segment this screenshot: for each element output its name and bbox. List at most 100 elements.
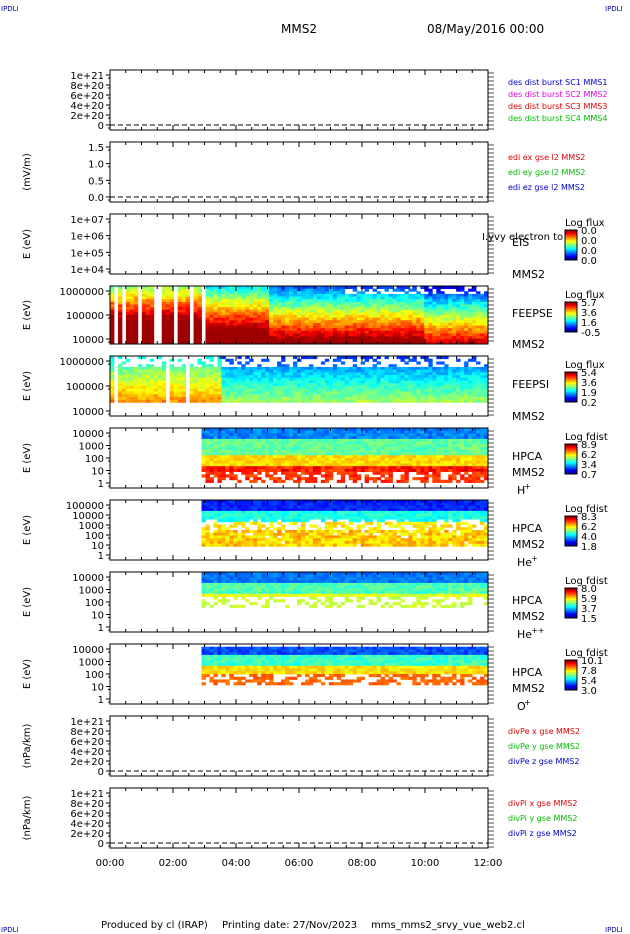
hpca-h-cell [245, 428, 250, 432]
feepsi-cell [348, 396, 354, 401]
feepse-cell [129, 312, 135, 316]
hpca-h-cell [396, 436, 401, 440]
hpca-h-cell [400, 444, 405, 448]
feepsi-cell [308, 369, 314, 373]
hpca-h-cell [241, 438, 246, 443]
hpca-he-cell [221, 543, 226, 547]
hpca-he-cell [261, 538, 266, 542]
feepse-cell [285, 307, 290, 311]
feepsi-cell [336, 386, 342, 390]
feepse-cell [480, 325, 485, 329]
hpca-h-cell [480, 438, 485, 443]
feepse-cell [257, 304, 262, 308]
hpca-he-cell [221, 535, 226, 539]
hpca-h-cell [257, 436, 262, 440]
hpca-h-cell [468, 441, 473, 445]
hpca-h-cell [360, 444, 366, 448]
feepse-cell [217, 307, 222, 311]
feepse-cell [448, 301, 453, 305]
feepsi-cell [368, 377, 374, 381]
hpca-h-cell [456, 444, 461, 448]
feepse-cell [452, 304, 457, 308]
feepse-cell [233, 330, 238, 334]
feepse-cell [436, 304, 441, 308]
hpca-he-cell [328, 521, 334, 525]
hpca-h-cell [368, 449, 374, 453]
feepse-cell [297, 296, 302, 300]
feepse-cell [444, 341, 449, 345]
feepse-cell [480, 293, 485, 297]
feepsi-cell [472, 396, 477, 401]
hpca-h-cell [448, 433, 453, 437]
hpca-h-cell [396, 438, 401, 443]
feepse-cell [221, 341, 226, 345]
feepsi-cell [464, 372, 469, 376]
hpca-h-cell [432, 447, 437, 451]
feepse-cell [177, 312, 183, 316]
hpca-h-cell [320, 438, 326, 443]
feepse-cell [428, 304, 433, 308]
feepsi-cell [169, 380, 175, 384]
feepsi-cell [472, 383, 477, 387]
feepse-cell [117, 304, 123, 308]
feepse-cell [336, 338, 342, 342]
feepse-cell [316, 312, 322, 316]
feepsi-cell [129, 391, 135, 395]
feepse-cell [420, 315, 425, 319]
feepsi-cell [149, 396, 155, 401]
feepsi-cell [289, 386, 294, 390]
feepsi-cell [360, 399, 366, 403]
feepsi-cell [225, 372, 230, 376]
hpca-h-cell [432, 438, 437, 443]
feepsi-cell [209, 358, 214, 362]
hpca-h-cell [300, 438, 306, 443]
hpca-he-cell [205, 513, 210, 517]
feepse-cell [480, 315, 485, 319]
feepsi-cell [117, 366, 123, 371]
hpca-he-cell [273, 505, 278, 509]
hpca-h-cell [289, 474, 294, 478]
feepse-cell [161, 325, 167, 329]
hpca-he-cell [261, 500, 266, 504]
hpca-he-cell [273, 538, 278, 542]
feepse-cell [233, 333, 238, 337]
feepsi-cell [460, 369, 465, 373]
feepsi-cell [472, 388, 477, 392]
hpca-h-cell [265, 460, 270, 464]
hpca-h-cell [448, 452, 453, 456]
hpca-h-cell [444, 447, 449, 451]
hpca-h-cell [261, 460, 266, 464]
feepse-cell [229, 288, 234, 292]
feepsi-cell [476, 377, 481, 381]
hpca-h-cell [484, 444, 489, 448]
hpca-h-cell [384, 471, 389, 475]
feepse-cell [293, 304, 298, 308]
feepse-cell [392, 304, 397, 308]
feepsi-cell [277, 369, 282, 373]
hpca-h-cell [396, 449, 401, 453]
hpca-h-cell [316, 438, 322, 443]
feepse-cell [404, 338, 409, 342]
feepse-cell [388, 322, 393, 326]
feepse-cell [408, 301, 413, 305]
feepse-cell [185, 291, 190, 295]
feepsi-cell [452, 388, 457, 392]
feepse-cell [460, 330, 465, 334]
hpca-h-cell [404, 430, 409, 434]
feepsi-cell [241, 369, 246, 373]
feepse-cell [328, 291, 334, 295]
feepsi-cell [213, 388, 218, 392]
hpca-h-cell [273, 466, 278, 470]
feepse-cell [448, 341, 453, 345]
feepsi-cell [213, 386, 218, 390]
hpca-h-cell [229, 444, 234, 448]
feepse-cell [293, 330, 298, 334]
feepse-cell [456, 301, 461, 305]
hpca-h-cell [356, 474, 362, 478]
feepse-cell [304, 307, 310, 311]
feepsi-cell [364, 358, 370, 362]
feepse-cell [460, 296, 465, 300]
hpca-h-cell [217, 460, 222, 464]
feepse-cell [181, 322, 186, 326]
feepse-cell [261, 286, 266, 290]
